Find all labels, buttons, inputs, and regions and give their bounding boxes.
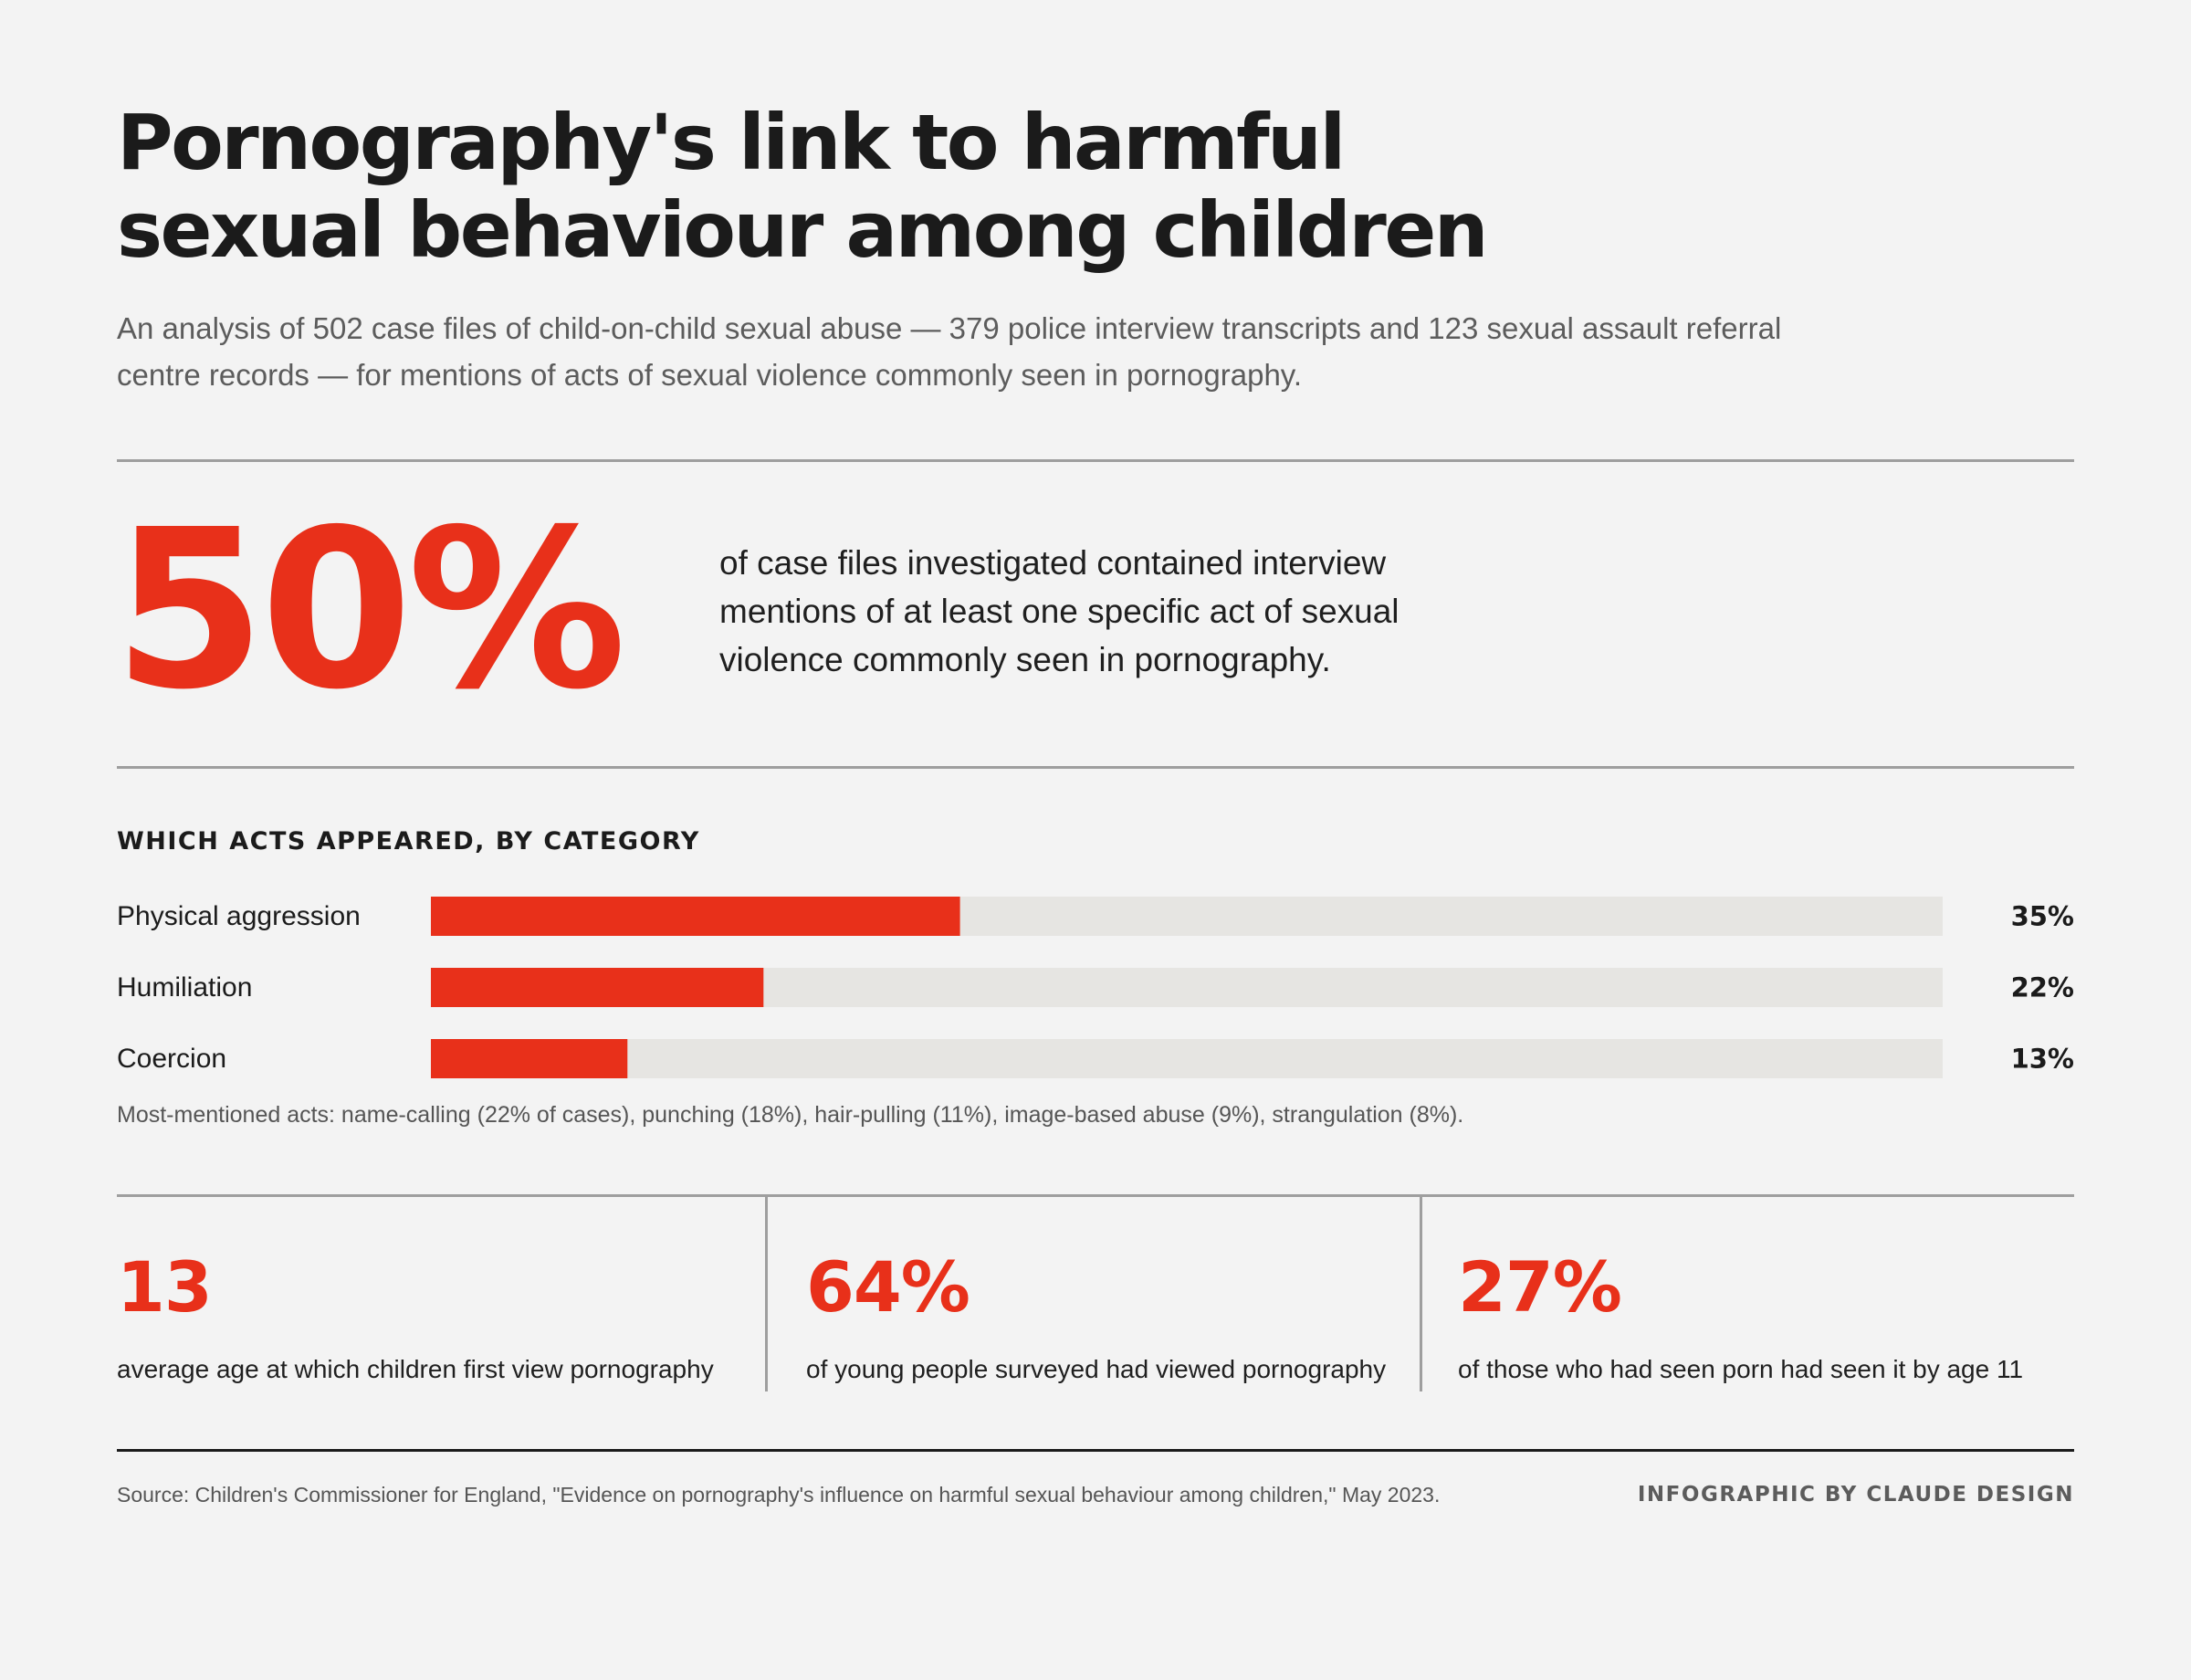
bar-value-label: 35% <box>2011 901 2074 932</box>
middle-divider <box>117 766 2074 769</box>
stats-divider <box>117 1194 2074 1197</box>
subtitle-line-2: centre records — for mentions of acts of… <box>117 358 1303 392</box>
headline-stat-line-1: of case files investigated contained int… <box>719 544 1387 582</box>
footer-divider <box>117 1449 2074 1452</box>
headline-stat-line-3: violence commonly seen in pornography. <box>719 641 1331 678</box>
infographic-subtitle: An analysis of 502 case files of child-o… <box>117 305 1851 398</box>
bar-category-label: Coercion <box>117 1044 226 1074</box>
headline-stat-line-2: mentions of at least one specific act of… <box>719 593 1400 630</box>
stat-label: of those who had seen porn had seen it b… <box>1458 1355 2024 1383</box>
stat-column-divider <box>1420 1196 1422 1391</box>
top-divider <box>117 459 2074 462</box>
bar-category-label: Physical aggression <box>117 901 361 931</box>
stat-value: 27% <box>1458 1246 1622 1328</box>
bar-value-label: 13% <box>2011 1044 2074 1075</box>
source-citation: Source: Children's Commissioner for Engl… <box>117 1483 1441 1507</box>
bar-track <box>431 968 1943 1007</box>
stat-label: average age at which children first view… <box>117 1355 714 1383</box>
bar-category-label: Humiliation <box>117 972 252 1003</box>
stat-value: 64% <box>806 1246 970 1328</box>
headline-stat-value: 50% <box>113 482 626 738</box>
title-line-2: sexual behaviour among children <box>117 185 1489 275</box>
chart-footnote: Most-mentioned acts: name-calling (22% o… <box>117 1102 1464 1128</box>
bar-physical-aggression <box>431 897 960 936</box>
stat-value: 13 <box>117 1246 213 1328</box>
title-line-1: Pornography's link to harmful <box>117 98 1346 187</box>
bar-value-label: 22% <box>2011 972 2074 1003</box>
bar-track <box>431 1039 1943 1078</box>
bar-coercion <box>431 1039 628 1078</box>
subtitle-line-1: An analysis of 502 case files of child-o… <box>117 311 1782 345</box>
stat-label: of young people surveyed had viewed porn… <box>806 1355 1387 1383</box>
headline-stat-description: of case files investigated contained int… <box>719 539 1468 684</box>
bar-track <box>431 897 1943 936</box>
chart-section-title: WHICH ACTS APPEARED, BY CATEGORY <box>117 827 700 856</box>
infographic-credit: INFOGRAPHIC BY CLAUDE DESIGN <box>1637 1483 2074 1507</box>
infographic-title: Pornography's link to harmful sexual beh… <box>117 99 1669 274</box>
bar-humiliation <box>431 968 764 1007</box>
stat-column-divider <box>765 1196 768 1391</box>
